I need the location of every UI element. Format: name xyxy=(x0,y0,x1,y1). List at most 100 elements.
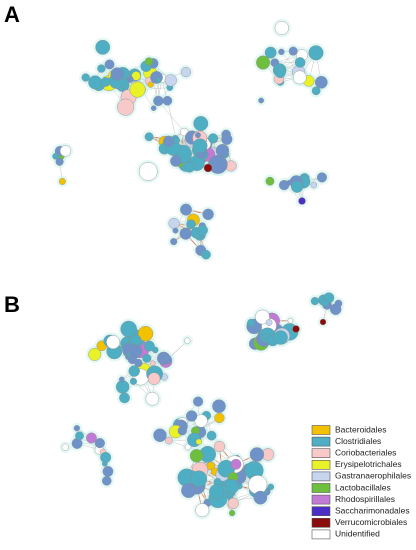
node xyxy=(163,135,175,147)
node xyxy=(170,155,182,167)
node xyxy=(170,238,178,246)
node xyxy=(165,436,173,445)
node xyxy=(212,399,226,413)
node xyxy=(310,181,318,189)
legend: Bacteroidales ClostridialesCoriobacterial… xyxy=(311,424,411,540)
node xyxy=(189,449,204,463)
legend-label: Erysipelotrichales xyxy=(335,459,402,469)
legend-swatch xyxy=(311,436,331,447)
node xyxy=(314,75,328,89)
node xyxy=(308,45,324,61)
node xyxy=(150,105,157,111)
node xyxy=(115,380,130,394)
node xyxy=(104,59,115,70)
node xyxy=(310,297,319,306)
node xyxy=(88,347,102,361)
node xyxy=(118,376,125,383)
node xyxy=(230,458,242,470)
node xyxy=(149,360,156,367)
node xyxy=(162,95,173,106)
node xyxy=(100,77,111,87)
node xyxy=(162,354,172,365)
node xyxy=(294,57,306,68)
node xyxy=(86,432,97,444)
node xyxy=(129,377,138,385)
node xyxy=(137,325,154,342)
node xyxy=(61,443,69,451)
legend-swatch xyxy=(311,506,331,517)
node xyxy=(185,410,198,422)
node xyxy=(208,133,219,144)
node xyxy=(203,163,213,173)
node xyxy=(262,332,269,340)
network-layer xyxy=(49,18,345,520)
node xyxy=(225,479,240,494)
legend-swatch xyxy=(311,448,331,459)
node xyxy=(179,227,192,240)
node xyxy=(126,76,134,83)
node xyxy=(181,482,197,498)
node xyxy=(145,391,160,406)
node xyxy=(229,510,236,517)
node xyxy=(95,39,111,55)
node xyxy=(184,443,192,451)
node xyxy=(94,438,105,449)
node xyxy=(195,438,202,445)
node xyxy=(120,320,137,338)
node xyxy=(180,203,192,216)
node xyxy=(292,325,300,333)
legend-label: Bacteroidales xyxy=(335,424,387,434)
panel-label: A xyxy=(4,2,20,27)
legend-label: Gastranaerophilales xyxy=(335,471,411,481)
node xyxy=(208,155,228,174)
node xyxy=(265,176,275,186)
node xyxy=(102,466,114,477)
node xyxy=(329,303,342,315)
node xyxy=(214,412,225,424)
legend-label: Verrucomicrobiales xyxy=(335,517,407,527)
node xyxy=(119,392,130,404)
node xyxy=(168,217,180,229)
node xyxy=(273,330,288,345)
node xyxy=(97,64,106,73)
node xyxy=(197,224,208,236)
node xyxy=(286,179,293,186)
node xyxy=(184,161,196,173)
node xyxy=(278,48,285,56)
legend-swatch xyxy=(311,494,331,505)
node xyxy=(144,57,153,66)
node xyxy=(52,152,59,160)
node xyxy=(147,81,154,88)
node xyxy=(88,75,103,90)
node xyxy=(130,334,142,346)
node xyxy=(247,318,256,327)
node xyxy=(213,440,226,453)
node xyxy=(193,116,209,131)
node xyxy=(209,484,225,500)
node xyxy=(311,86,321,96)
node xyxy=(155,77,162,83)
node xyxy=(173,137,181,144)
legend-swatch xyxy=(311,471,331,482)
node xyxy=(128,365,140,377)
node xyxy=(147,372,161,385)
node xyxy=(288,46,298,56)
node xyxy=(186,219,196,229)
node xyxy=(253,490,268,505)
node xyxy=(264,46,277,59)
node xyxy=(215,144,230,158)
node xyxy=(142,353,152,363)
legend-swatch xyxy=(311,517,331,528)
node xyxy=(195,132,201,139)
node xyxy=(177,426,187,436)
node xyxy=(129,81,146,98)
node xyxy=(55,157,64,166)
legend-swatch xyxy=(311,459,331,470)
node xyxy=(249,447,265,462)
node xyxy=(73,425,80,432)
node xyxy=(321,299,329,307)
node xyxy=(192,138,208,154)
node xyxy=(81,73,90,82)
